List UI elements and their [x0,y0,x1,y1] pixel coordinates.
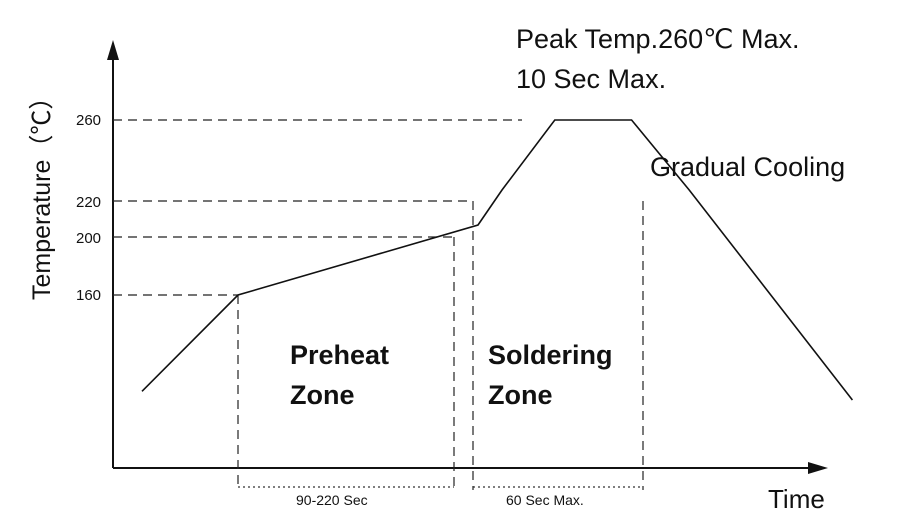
cooling-annotation: Gradual Cooling [650,152,845,182]
soldering-zone-label-line2: Zone [488,380,553,410]
y-tick-label-220: 220 [76,194,101,211]
preheat-zone-label-line2: Zone [290,380,355,410]
y-tick-label-200: 200 [76,230,101,247]
y-tick-label-260: 260 [76,112,101,129]
x-axis-label: Time [768,484,825,514]
preheat-duration-label: 90-220 Sec [296,492,368,508]
y-tick-label-160: 160 [76,287,101,304]
preheat-zone-label-line1: Preheat [290,340,389,370]
y-axis-arrow [107,40,119,60]
y-axis-label: Temperature（℃） [28,85,56,300]
x-axis-arrow [808,462,828,474]
profile-points [141,119,853,401]
soldering-zone-label-line1: Soldering [488,340,613,370]
peak-temp-annotation: Peak Temp.260℃ Max. [516,24,799,54]
peak-time-annotation: 10 Sec Max. [516,64,666,94]
soldering-duration-label: 60 Sec Max. [506,492,584,508]
temperature-profile-line [141,119,854,401]
